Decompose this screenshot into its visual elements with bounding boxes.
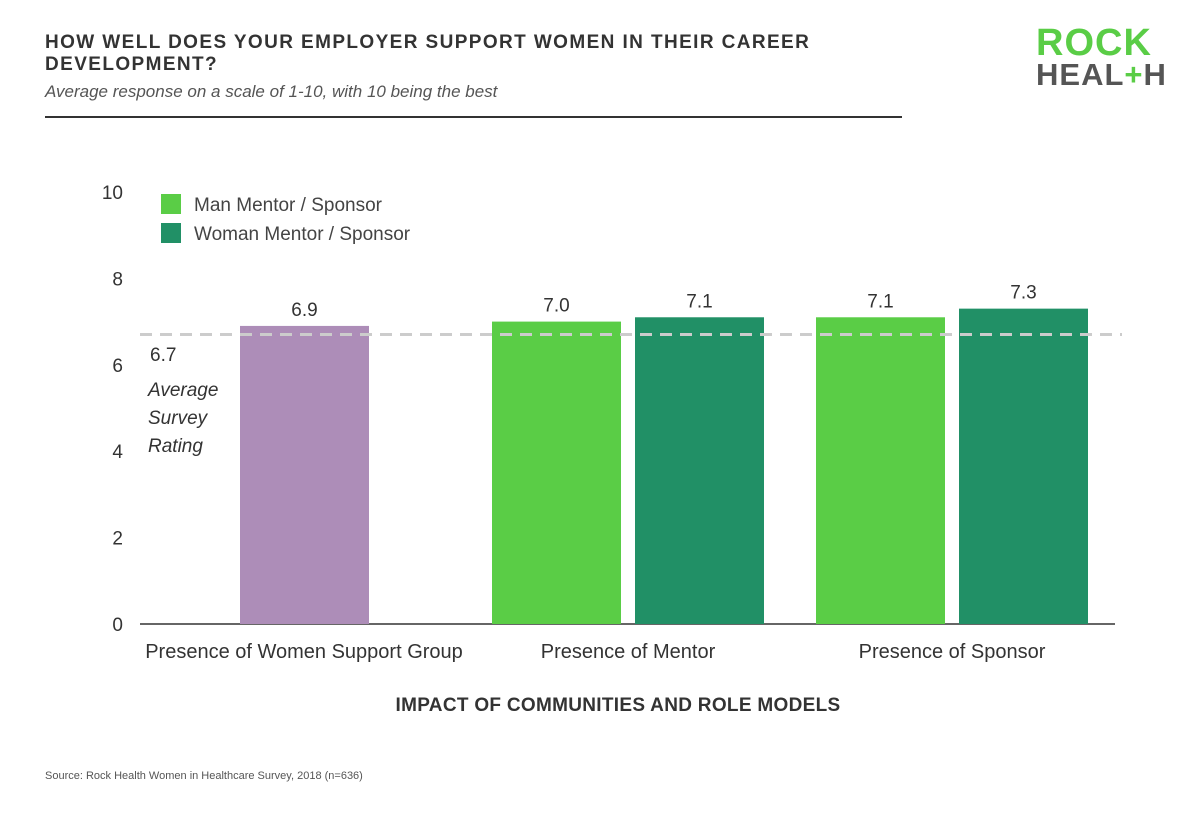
x-category-label: Presence of Mentor — [541, 641, 716, 663]
rock-health-logo: ROCK HEAL+H — [1036, 22, 1166, 92]
y-tick-label: 8 — [112, 269, 123, 290]
chart-subtitle: Average response on a scale of 1-10, wit… — [45, 82, 498, 101]
bar-value-label: 7.3 — [1010, 283, 1036, 304]
average-text-label: Average — [147, 380, 218, 401]
y-tick-label: 4 — [112, 442, 123, 463]
y-tick-label: 0 — [112, 615, 123, 636]
average-text-label: Rating — [148, 436, 203, 457]
logo-line-2-prefix: HEAL — [1036, 57, 1125, 92]
bar — [816, 317, 945, 624]
logo-line-2-suffix: H — [1143, 57, 1167, 92]
y-tick-label: 10 — [102, 183, 123, 204]
x-category-label: Presence of Women Support Group — [145, 641, 463, 663]
logo-line-1: ROCK — [1036, 22, 1152, 64]
legend-label: Man Mentor / Sponsor — [194, 195, 383, 216]
average-text-label: Survey — [148, 408, 209, 429]
logo-line-2: HEAL+H — [1036, 57, 1166, 92]
bar — [635, 317, 764, 624]
legend-label: Woman Mentor / Sponsor — [194, 224, 411, 245]
y-tick-label: 6 — [112, 356, 123, 377]
bar-chart: 0 2 4 6 8 10 6.9 7.0 7.1 7.1 7.3 Presence of Women … — [102, 183, 1122, 716]
legend-swatch — [161, 194, 181, 214]
y-tick-label: 2 — [112, 529, 123, 550]
bar — [492, 321, 621, 624]
bar-value-label: 7.1 — [867, 291, 893, 312]
bar-value-label: 7.0 — [543, 296, 569, 317]
x-category-label: Presence of Sponsor — [859, 641, 1046, 663]
x-axis-title: IMPACT OF COMMUNITIES AND ROLE MODELS — [396, 695, 841, 716]
bar — [240, 325, 369, 624]
header-divider — [45, 116, 902, 118]
source-note: Source: Rock Health Women in Healthcare … — [45, 770, 363, 782]
bar-value-label: 6.9 — [291, 300, 317, 321]
logo-plus: + — [1124, 57, 1144, 92]
average-value-label: 6.7 — [150, 345, 176, 366]
chart-title: HOW WELL DOES YOUR EMPLOYER SUPPORT WOME… — [45, 32, 811, 75]
bar-value-label: 7.1 — [686, 291, 712, 312]
legend-swatch — [161, 223, 181, 243]
bar — [959, 308, 1088, 624]
